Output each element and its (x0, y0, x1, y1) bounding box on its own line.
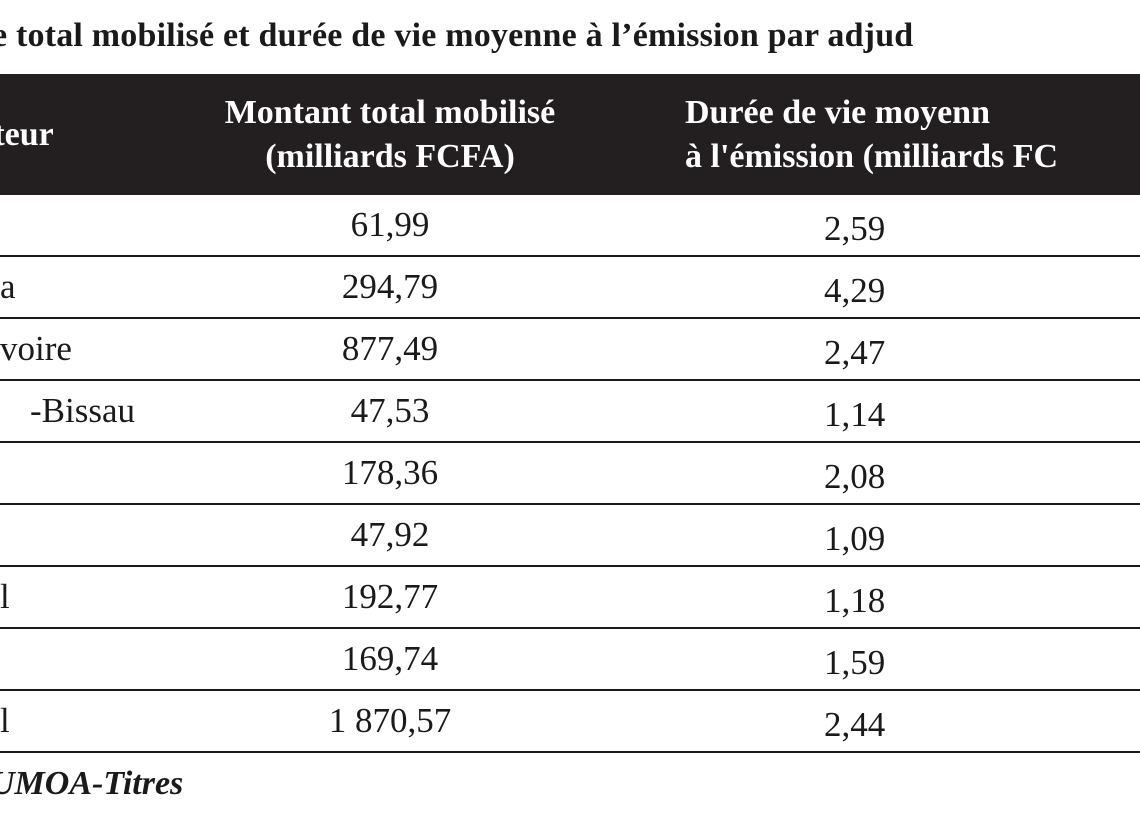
header-amount-line2: (milliards FCFA) (265, 137, 515, 175)
table-row: 178,36 2,08 (0, 442, 1140, 504)
cell-country: voire (0, 329, 72, 368)
cell-duration: 1,18 (824, 581, 886, 620)
cell-country: l (0, 577, 10, 616)
data-table-container: tteur Montant total mobilisé (milliards … (0, 74, 1140, 753)
table-row: l 1 870,57 2,44 (0, 690, 1140, 752)
cell-country: l (0, 701, 10, 740)
table-title: e total mobilisé et durée de vie moyenne… (0, 17, 914, 54)
table-row: 47,92 1,09 (0, 504, 1140, 566)
cell-duration: 1,09 (824, 519, 886, 558)
header-amount-line1: Montant total mobilisé (224, 93, 556, 131)
table-row: l 192,77 1,18 (0, 566, 1140, 628)
header-row: tteur Montant total mobilisé (milliards … (0, 74, 1140, 195)
header-duration: Durée de vie moyenn à l'émission (millia… (580, 74, 1140, 195)
cell-country (0, 442, 170, 504)
table-body: 61,99 2,59 a 294,79 4,29 voire 877,49 2,… (0, 195, 1140, 752)
header-duration-line2: à l'émission (milliards FC (685, 137, 1059, 175)
cell-country: -Bissau (30, 391, 135, 430)
cell-duration: 4,29 (824, 271, 886, 310)
table-row: voire 877,49 2,47 (0, 318, 1140, 380)
cell-country (0, 504, 170, 566)
table-row: 169,74 1,59 (0, 628, 1140, 690)
header-issuer-label: tteur (0, 115, 54, 153)
cell-amount: 178,36 (341, 453, 439, 492)
cell-amount: 1 870,57 (328, 701, 452, 740)
table-row: 61,99 2,59 (0, 195, 1140, 256)
cell-amount: 61,99 (350, 205, 430, 244)
table-row: a 294,79 4,29 (0, 256, 1140, 318)
data-table: tteur Montant total mobilisé (milliards … (0, 74, 1140, 753)
table-header: tteur Montant total mobilisé (milliards … (0, 74, 1140, 195)
cell-amount: 294,79 (341, 267, 439, 306)
cell-country (0, 195, 170, 256)
header-issuer: tteur (0, 74, 170, 195)
cell-amount: 47,53 (350, 391, 430, 430)
cell-amount: 192,77 (341, 577, 439, 616)
header-duration-line1: Durée de vie moyenn (685, 93, 991, 131)
cell-duration: 2,08 (824, 457, 886, 496)
cell-duration: 2,59 (824, 209, 886, 248)
cell-duration: 1,59 (824, 643, 886, 682)
cell-duration: 1,14 (824, 395, 886, 434)
cell-amount: 877,49 (341, 329, 439, 368)
source-note: UMOA-Titres (0, 765, 184, 802)
cell-duration: 2,44 (824, 705, 886, 744)
cell-country: a (0, 267, 16, 306)
cell-duration: 2,47 (824, 333, 886, 372)
table-row: -Bissau 47,53 1,14 (0, 380, 1140, 442)
cell-country (0, 628, 170, 690)
header-amount: Montant total mobilisé (milliards FCFA) (170, 74, 580, 195)
cell-amount: 47,92 (350, 515, 430, 554)
cell-amount: 169,74 (341, 639, 439, 678)
